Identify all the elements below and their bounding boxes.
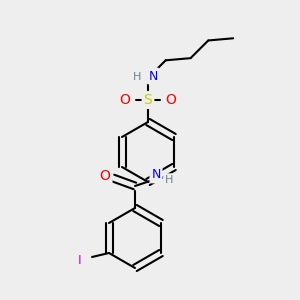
Text: N: N <box>151 169 161 182</box>
Text: O: O <box>100 169 110 183</box>
Text: I: I <box>78 254 82 266</box>
Text: O: O <box>120 93 130 107</box>
Text: O: O <box>166 93 176 107</box>
Text: H: H <box>133 72 141 82</box>
Text: H: H <box>165 175 173 185</box>
Text: N: N <box>148 70 158 83</box>
Text: S: S <box>144 93 152 107</box>
